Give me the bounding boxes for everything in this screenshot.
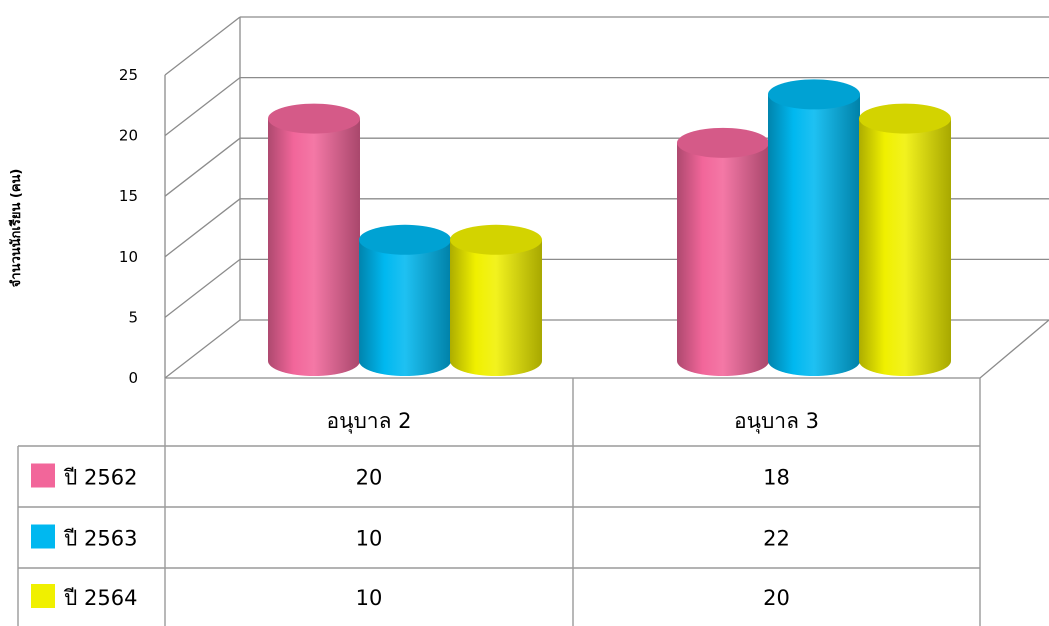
bar-top	[677, 127, 769, 158]
bar-body	[768, 94, 860, 377]
legend-key	[31, 463, 55, 488]
bar-body	[268, 118, 360, 376]
series-label: ปี 2562	[63, 466, 137, 490]
series-label: ปี 2564	[63, 586, 137, 610]
legend-key	[31, 524, 55, 549]
y-axis-title: จำนวนนักเรียน (คน)	[8, 169, 24, 288]
y-tick-label: 20	[119, 127, 138, 145]
bar-body	[450, 239, 542, 376]
y-tick-label: 15	[119, 187, 138, 205]
gridline-diag	[164, 16, 241, 76]
gridline-diag	[164, 77, 241, 137]
bar-body	[859, 118, 951, 376]
bar-top	[359, 224, 451, 255]
data-table: อนุบาล 2 อนุบาล 3 ปี 2562 20 18 ปี 2563 10 22 ปี…	[17, 378, 981, 626]
bar-top	[268, 103, 360, 134]
legend-key	[31, 584, 55, 608]
y-tick-label: 10	[119, 248, 138, 266]
y-tick-label: 0	[128, 369, 138, 387]
data-value: 22	[763, 527, 790, 551]
bar-3-1	[450, 224, 542, 376]
bar-1-1	[268, 103, 360, 376]
bar-2-1	[359, 224, 451, 376]
bars	[268, 79, 951, 377]
series-label: ปี 2563	[63, 527, 137, 551]
gridline-diag	[164, 198, 241, 258]
gridline-diag	[164, 137, 241, 197]
gridline-diag	[164, 258, 241, 318]
gridline-diag	[164, 319, 241, 379]
data-value: 18	[763, 466, 790, 490]
y-axis: 0 5 10 15 20 25 จำนวนนักเรียน (คน)	[8, 66, 138, 387]
bar-top	[768, 79, 860, 110]
gridlines	[164, 16, 1049, 379]
data-value: 20	[763, 586, 790, 610]
bar-1-2	[677, 127, 769, 376]
data-value: 20	[356, 466, 383, 490]
bar-3-2	[859, 103, 951, 376]
category-label: อนุบาล 3	[734, 409, 819, 434]
data-value: 10	[356, 586, 383, 610]
bar-2-2	[768, 79, 860, 377]
y-tick-label: 5	[128, 308, 138, 326]
data-value: 10	[356, 527, 383, 551]
category-label: อนุบาล 2	[327, 409, 412, 434]
bar-body	[677, 142, 769, 376]
bar-body	[359, 239, 451, 376]
bar-top	[859, 103, 951, 134]
y-tick-label: 25	[119, 66, 138, 84]
bar-top	[450, 224, 542, 255]
